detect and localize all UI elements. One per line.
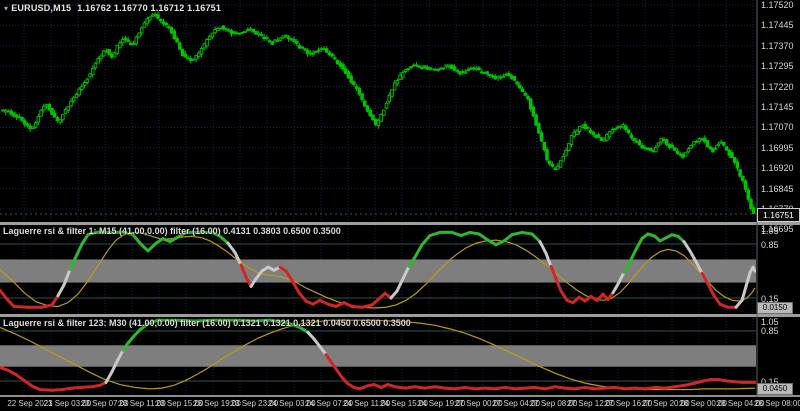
time-axis-label: 23 Sep 03:00 xyxy=(43,399,92,408)
time-axis-label: 23 Sep 19:00 xyxy=(193,399,241,408)
current-price-box: 1.16751 xyxy=(757,208,800,222)
indicator1-axis-label: 1.05 xyxy=(761,225,779,236)
ohlc-readout: 1.16762 1.16770 1.16712 1.16751 xyxy=(77,3,222,13)
chart-dropdown-arrow-icon[interactable]: ▾ xyxy=(4,4,9,13)
indicator1-axis-label: 0.85 xyxy=(761,239,779,250)
indicator1-label: Laguerre rsi & filter 1: M15 (41.00,0.00… xyxy=(3,226,341,236)
time-axis-label: 27 Sep 04:00 xyxy=(492,399,540,408)
price-axis-label: 1.16995 xyxy=(761,142,794,153)
time-axis-label: 24 Sep 03:00 xyxy=(267,399,316,408)
price-axis-label: 1.16695 xyxy=(761,224,794,235)
price-axis-label: 1.17445 xyxy=(761,20,794,31)
indicator1-value-box: 0.0150 xyxy=(757,302,793,314)
time-axis-label: 23 Sep 15:00 xyxy=(155,399,204,408)
time-axis-label: 28 Sep 08:00 xyxy=(754,399,800,408)
time-axis-label: 24 Sep 07:00 xyxy=(305,399,353,408)
price-axis-label: 1.17220 xyxy=(761,81,794,92)
indicator2-label: Laguerre rsi & filter 123: M30 (41.00,0.… xyxy=(3,318,411,328)
price-axis-label: 1.17520 xyxy=(761,0,794,10)
price-axis-label: 1.16920 xyxy=(761,163,794,174)
time-axis-label: 24 Sep 15:00 xyxy=(380,399,428,408)
indicator2-axis-label: 1.05 xyxy=(761,317,779,327)
time-axis-label: 22 Sep 2021 xyxy=(7,399,53,408)
time-axis-label: 24 Sep 11:00 xyxy=(343,399,391,408)
time-axis-label: 23 Sep 11:00 xyxy=(118,399,166,408)
indicator2-value-box: 0.0450 xyxy=(757,383,793,395)
time-axis-label: 28 Sep 04:00 xyxy=(716,399,765,408)
price-axis-label: 1.16845 xyxy=(761,183,794,194)
indicator1-axis-label: 0.15 xyxy=(761,293,779,304)
time-axis-label: 24 Sep 19:00 xyxy=(417,399,466,408)
time-axis-label: 23 Sep 07:00 xyxy=(80,399,129,408)
chart-title: ▾ EURUSD,M15 1.16762 1.16770 1.16712 1.167… xyxy=(4,3,221,13)
time-axis-label: 28 Sep 00:00 xyxy=(679,399,727,408)
time-axis-label: 27 Sep 12:00 xyxy=(567,399,615,408)
time-axis-label: 23 Sep 23:00 xyxy=(230,399,279,408)
price-axis-label: 1.17295 xyxy=(761,61,794,72)
price-axis-label: 1.17070 xyxy=(761,122,794,133)
indicator2-axis-label: 0.15 xyxy=(761,376,779,387)
indicator2-axis-label: 0.85 xyxy=(761,326,779,337)
price-axis-label: 1.17370 xyxy=(761,40,794,51)
time-axis-label: 27 Sep 08:00 xyxy=(529,399,578,408)
symbol-timeframe: EURUSD,M15 xyxy=(11,3,72,13)
time-axis-label: 27 Sep 20:00 xyxy=(641,399,690,408)
time-axis-label: 27 Sep 00:00 xyxy=(454,399,503,408)
price-axis-label: 1.17145 xyxy=(761,102,794,112)
time-axis-label: 27 Sep 16:00 xyxy=(604,399,653,408)
